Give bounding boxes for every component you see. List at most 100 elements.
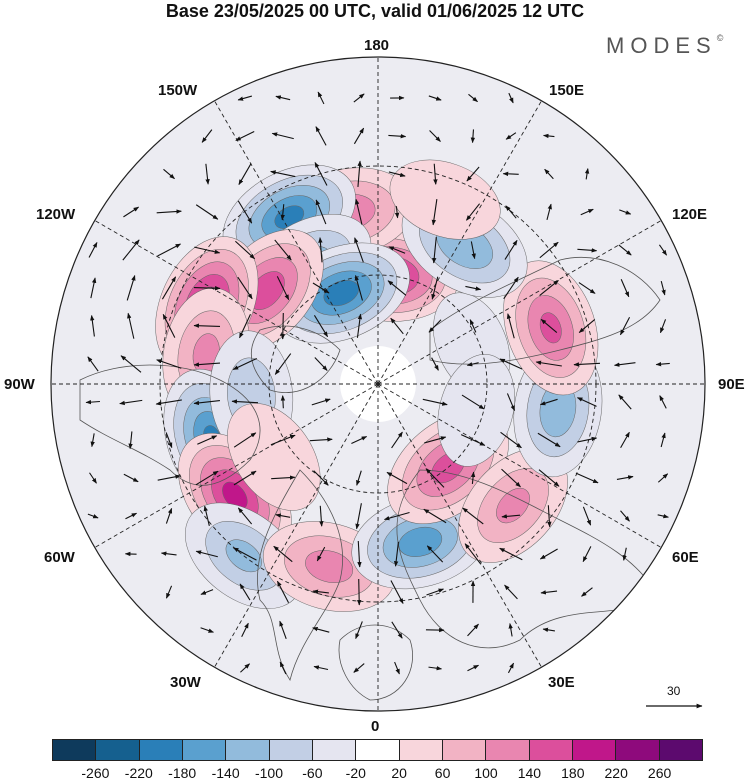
wind-vector: [659, 395, 667, 409]
wind-vector: [355, 503, 362, 530]
wind-vector: [126, 275, 136, 301]
lon-label-30w: 30W: [170, 674, 201, 691]
wind-vector: [200, 589, 214, 595]
wind-vector: [355, 621, 363, 640]
wind-vector: [127, 312, 135, 339]
wind-vector: [539, 280, 559, 296]
colorbar-tick-label: -180: [168, 765, 197, 781]
wind-vector: [311, 398, 331, 406]
wind-vector: [280, 395, 286, 409]
map-title: Base 23/05/2025 00 UTC, valid 01/06/2025…: [165, 1, 585, 21]
wind-vector: [425, 468, 445, 488]
meridian-line: [377, 220, 662, 385]
colorbar-tick-label: 100: [474, 765, 498, 781]
wind-vector: [313, 314, 329, 338]
wind-vector: [156, 209, 182, 214]
colorbar-swatch: [572, 740, 617, 760]
wind-vector: [165, 585, 173, 599]
wind-vector: [280, 312, 286, 340]
wind-vector: [197, 435, 218, 445]
wind-vector: [582, 546, 592, 563]
colorbar-swatch: [442, 740, 487, 760]
wind-vector: [428, 666, 443, 671]
wind-vector: [460, 434, 486, 446]
wind-vector: [351, 435, 368, 445]
colorbar-tick-label: 220: [604, 765, 628, 781]
wind-vector: [280, 204, 285, 221]
wind-vector: [353, 127, 365, 145]
wind-vector: [88, 242, 98, 258]
wind-vector: [462, 507, 484, 525]
colorbar-tick-label: -220: [124, 765, 153, 781]
colorbar-swatch: [96, 740, 140, 760]
wind-vector: [469, 319, 477, 333]
coastline: [251, 325, 341, 393]
lon-label-90w: 90W: [4, 376, 35, 393]
wind-vector: [241, 622, 249, 638]
wind-vector: [271, 475, 296, 480]
wind-vector: [544, 168, 554, 180]
colorbar-swatch: [53, 740, 97, 760]
wind-vector: [433, 163, 438, 185]
wind-vector: [232, 357, 257, 371]
wind-vector: [357, 540, 362, 568]
colorbar-swatch: [486, 740, 530, 760]
wind-vector: [657, 513, 669, 519]
wind-vector: [313, 665, 329, 671]
wind-vector: [387, 280, 407, 296]
wind-vector: [577, 436, 598, 443]
wind-vector: [205, 163, 210, 185]
wind-vector: [233, 547, 257, 561]
wind-vector: [318, 237, 323, 263]
colorbar-swatch: [269, 740, 313, 760]
colorbar-tick-label: 260: [647, 765, 672, 781]
wind-vector: [655, 361, 670, 367]
wind-vector: [535, 360, 562, 367]
wind-vector: [466, 362, 479, 367]
colorbar-swatch: [529, 740, 573, 760]
wind-vector: [309, 437, 333, 442]
wind-vector: [319, 505, 324, 527]
wind-vector: [428, 319, 442, 333]
wind-vector: [237, 507, 253, 525]
wind-vector: [432, 237, 437, 264]
wind-vector: [431, 199, 438, 226]
colorbar-tick-label: -60: [302, 765, 323, 781]
wind-vector: [356, 578, 362, 606]
wind-vector: [577, 248, 598, 253]
copyright-mark: ©: [716, 33, 724, 43]
wind-vector: [542, 627, 555, 633]
wind-vector: [238, 163, 252, 186]
colorbar-tick-label: 140: [517, 765, 542, 781]
wind-vector: [424, 436, 447, 444]
wind-vector: [193, 323, 221, 328]
wind-vector: [165, 507, 173, 524]
colorbar-tick-label: 20: [391, 765, 407, 781]
wind-vector: [90, 314, 95, 337]
wind-vector: [388, 246, 406, 254]
wind-vector: [161, 276, 177, 300]
coastline: [79, 364, 261, 486]
colorbar-swatch: [312, 740, 357, 760]
wind-vector: [620, 431, 630, 449]
wind-vector: [618, 244, 632, 256]
wind-vector: [394, 661, 400, 675]
wind-vector: [383, 511, 410, 521]
wind-vector: [354, 274, 364, 301]
wind-vector: [578, 319, 596, 333]
wind-vector: [393, 541, 399, 567]
wind-vector: [613, 362, 636, 367]
wind-vector: [194, 246, 221, 254]
wind-vector: [390, 580, 404, 604]
wind-vector: [239, 313, 251, 339]
wind-vector: [622, 547, 627, 561]
wind-vector: [507, 662, 515, 674]
wind-vector: [573, 362, 601, 367]
wind-vector: [312, 282, 330, 294]
meridian-line: [214, 383, 379, 668]
wind-vector: [122, 239, 140, 261]
wind-vector: [195, 204, 219, 220]
coastline: [396, 469, 661, 649]
coastline: [257, 469, 343, 681]
wind-vector: [502, 171, 519, 177]
